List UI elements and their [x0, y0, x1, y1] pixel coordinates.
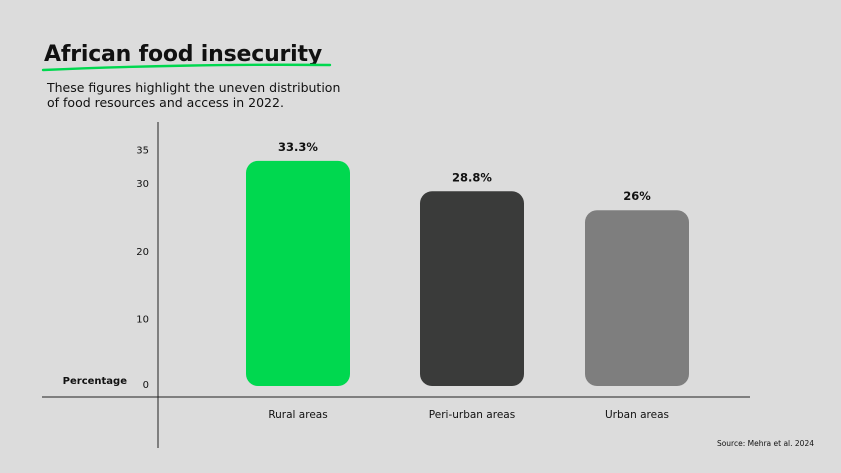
y-tick-label: 10	[136, 314, 149, 325]
bar	[246, 160, 350, 386]
bar	[420, 191, 524, 386]
y-tick-label: 20	[136, 247, 149, 258]
y-tick-label: 35	[136, 145, 149, 156]
x-category-label: Rural areas	[268, 409, 327, 421]
y-axis-label: Percentage	[63, 376, 128, 387]
source-note: Source: Mehra et al. 2024	[716, 439, 814, 448]
bar	[585, 210, 689, 386]
title-underline	[41, 63, 332, 72]
y-tick-label: 0	[143, 380, 149, 391]
chart-title: African food insecurity	[44, 42, 322, 67]
chart-subtitle: These figures highlight the uneven distr…	[47, 80, 341, 110]
data-label: 33.3%	[278, 140, 318, 154]
data-label: 26%	[623, 189, 651, 203]
y-tick-label: 30	[136, 179, 149, 190]
x-category-label: Peri-urban areas	[429, 409, 515, 421]
data-label: 28.8%	[452, 170, 492, 184]
x-category-label: Urban areas	[605, 409, 669, 421]
